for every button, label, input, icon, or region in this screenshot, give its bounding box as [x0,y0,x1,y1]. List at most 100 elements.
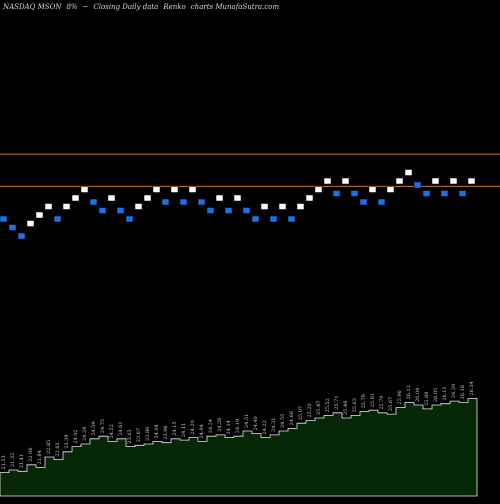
volume-label: 22.06 [28,447,34,461]
renko-brick-up [368,186,377,193]
exchange-symbol: NASDAQ MSON [3,3,62,11]
volume-label: 25.47 [316,401,322,415]
renko-brick-down [161,198,170,206]
volume-label: 25.52 [325,398,331,412]
volume-label: 24.22 [262,420,268,434]
renko-label: Renko [163,3,186,11]
volume-label: 23.96 [163,425,169,439]
volume-label: 24.15 [172,421,178,435]
renko-brick-down [377,198,386,206]
chart-description: Closing Daily data [93,3,159,11]
volume-label: 25.67 [388,397,394,411]
renko-brick-up [170,186,179,193]
volume-label: 25.89 [424,392,430,406]
renko-brick-up [323,177,332,185]
renko-brick-down [206,207,215,214]
volume-label: 24.75 [100,419,106,433]
renko-brick-up [467,177,476,185]
volume-label: 21.32 [10,453,16,467]
volume-label: 26.20 [451,384,457,398]
renko-brick-down [224,207,233,214]
volume-label: 25.96 [397,390,403,404]
volume-label: 24.24 [208,419,214,433]
volume-label: 24.31 [271,418,277,432]
renko-brick-down [251,215,260,223]
volume-label: 25.07 [298,406,304,420]
volume-label: 24.24 [82,427,88,441]
renko-brick-up [134,203,143,210]
renko-brick-up [431,177,440,185]
volume-label: 22.61 [55,442,61,456]
renko-brick-up [296,203,305,210]
renko-brick-down [17,232,26,240]
volume-label: 25.71 [334,395,340,409]
renko-brick-up [233,194,242,202]
volume-label: 24.04 [199,424,205,438]
change-percent: 8% [66,3,78,11]
volume-label: 24.14 [226,420,232,434]
volume-label: 24.20 [190,420,196,434]
volume-label: 24.40 [253,416,259,430]
renko-brick-up [143,194,152,202]
renko-brick-down [197,198,206,206]
volume-label: 24.52 [109,424,115,438]
volume-label: 21.84 [37,450,43,464]
renko-brick-up [278,203,287,210]
renko-brick-up [341,177,350,185]
charts-by-label: charts MunafaSutra.com [190,3,280,11]
volume-label: 24.55 [280,414,286,428]
reference-lines [0,153,500,187]
volume-label: 26.11 [442,386,448,400]
renko-brick-down [287,215,296,223]
renko-brick-up [404,169,413,176]
renko-brick-up [152,186,161,193]
renko-brick-up [80,186,89,193]
renko-brick-up [386,186,395,193]
renko-brick-up [314,186,323,193]
volume-label: 24.19 [235,419,241,433]
volume-label: 25.48 [343,401,349,415]
volume-label: 23.86 [145,427,151,441]
renko-brick-up [260,203,269,210]
volume-label: 26.12 [406,385,412,399]
renko-brick-down [359,198,368,206]
renko-brick-down [179,198,188,206]
renko-brick-down [116,207,125,214]
volume-label: 24.04 [154,424,160,438]
volume-area-path [0,398,478,497]
renko-brick-up [62,203,71,210]
change-arrow: ~ [82,3,89,11]
renko-brick-down [413,181,422,189]
volume-label: 24.26 [217,418,223,432]
renko-brick-down [8,224,17,231]
volume-label: 25.63 [352,398,358,412]
volume-label: 23.39 [64,434,70,448]
renko-brick-up [395,177,404,185]
renko-brick-up [305,194,314,202]
chart-header: NASDAQ MSON 8% ~ Closing Daily data Renko cha… [3,3,284,11]
volume-label: 24.61 [118,421,124,435]
volume-label: 23.67 [136,428,142,442]
volume-label: 25.81 [370,393,376,407]
volume-label: 23.63 [127,429,133,443]
renko-brick-up [44,203,53,210]
volume-label: 22.85 [46,440,52,454]
renko-brick-down [269,215,278,223]
volume-label: 26.05 [433,388,439,402]
volume-label: 24.11 [181,423,187,437]
renko-brick-up [188,186,197,193]
renko-bricks [0,169,476,240]
renko-brick-up [26,220,35,227]
volume-label: 24.59 [91,421,97,435]
renko-brick-up [35,211,44,219]
renko-brick-down [332,190,341,197]
renko-brick-down [0,215,8,223]
renko-brick-down [422,190,431,197]
volume-label: 26.18 [460,385,466,399]
volume-label: 24.02 [73,429,79,443]
volume-label: 25.20 [307,403,313,417]
renko-brick-down [242,207,251,214]
